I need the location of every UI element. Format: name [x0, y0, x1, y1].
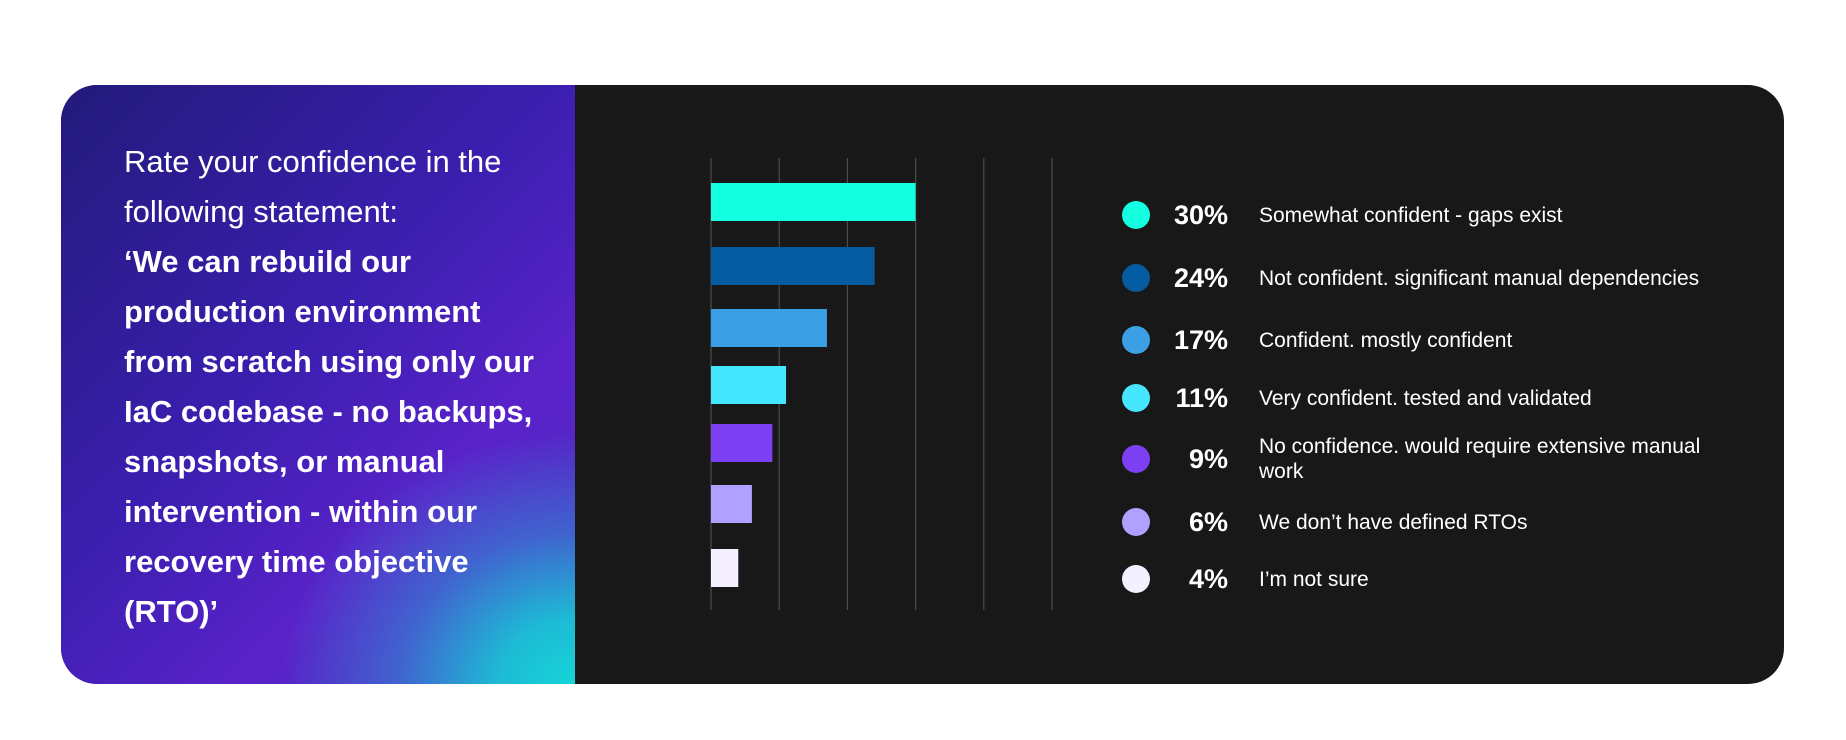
- bar-6: [711, 485, 752, 523]
- legend-swatch: [1122, 264, 1150, 292]
- data-label: 17%: [1173, 325, 1228, 355]
- data-label: 4%: [1188, 564, 1228, 594]
- legend-label: I’m not sure: [1259, 567, 1369, 591]
- survey-question: Rate your confidence in the following st…: [124, 137, 544, 637]
- survey-card: Rate your confidence in the following st…: [61, 85, 1784, 684]
- question-intro: Rate your confidence in the following st…: [124, 144, 502, 229]
- data-label: 11%: [1175, 383, 1228, 413]
- legend-swatch: [1122, 508, 1150, 536]
- bar-3: [711, 309, 827, 347]
- legend-label: Somewhat confident - gaps exist: [1259, 203, 1563, 227]
- legend-item: 24% Not confident. significant manual dep…: [1122, 250, 1782, 306]
- legend-label: No confidence. would require extensive m…: [1259, 435, 1701, 483]
- legend-label: Not confident. significant manual depend…: [1259, 266, 1700, 290]
- bar-1: [711, 183, 916, 221]
- chart-gridlines: [710, 158, 1053, 610]
- legend-item: 17% Confident. mostly confident: [1122, 312, 1782, 368]
- chart-bars: [711, 183, 916, 587]
- legend-swatch: [1122, 201, 1150, 229]
- legend-swatch: [1122, 565, 1150, 593]
- legend-label: Confident. mostly confident: [1259, 328, 1513, 352]
- legend-label: We don’t have defined RTOs: [1259, 510, 1528, 534]
- data-label: 6%: [1188, 507, 1228, 537]
- legend-item: 4% I’m not sure: [1122, 551, 1782, 607]
- bar-5: [711, 424, 773, 462]
- legend-item: 30% Somewhat confident - gaps exist: [1122, 187, 1782, 243]
- question-panel: Rate your confidence in the following st…: [61, 85, 575, 684]
- legend-swatch: [1122, 384, 1150, 412]
- legend-item: 6% We don’t have defined RTOs: [1122, 494, 1782, 550]
- bar-7: [711, 549, 739, 587]
- legend-item: 11% Very confident. tested and validated: [1122, 370, 1782, 426]
- bar-chart: [710, 158, 1053, 610]
- data-label: 9%: [1188, 444, 1228, 474]
- legend-swatch: [1122, 445, 1150, 473]
- legend-label: Very confident. tested and validated: [1259, 386, 1592, 410]
- legend-item: 9% No confidence. would require extensive…: [1122, 431, 1782, 487]
- question-statement: ‘We can rebuild our production environme…: [124, 244, 534, 629]
- chart-legend: 30% Somewhat confident - gaps exist 24% Not…: [1122, 85, 1782, 684]
- data-label: 24%: [1173, 263, 1228, 293]
- legend-swatch: [1122, 326, 1150, 354]
- data-label: 30%: [1173, 200, 1228, 230]
- bar-4: [711, 366, 787, 404]
- bar-2: [711, 247, 875, 285]
